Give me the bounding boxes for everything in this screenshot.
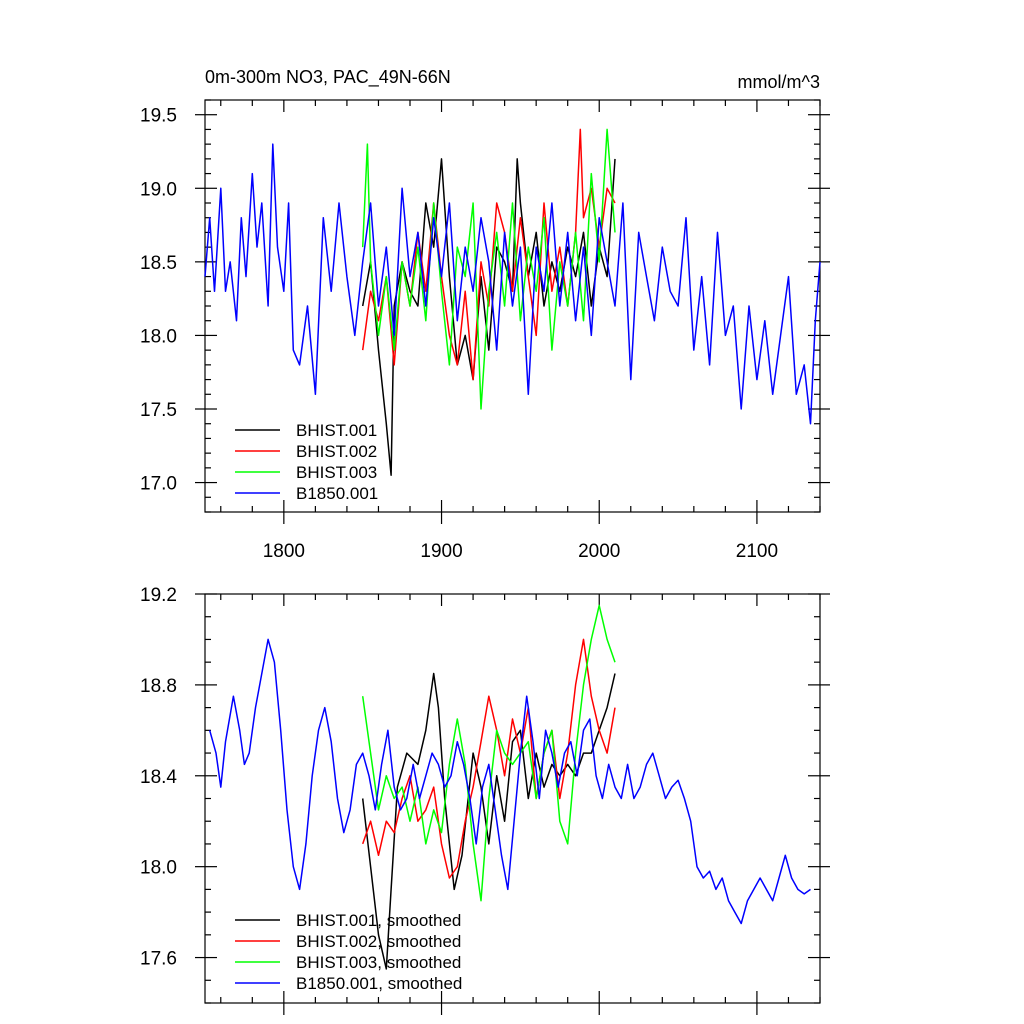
series-line [204,143,821,425]
y-tick-label: 19.0 [140,179,177,200]
legend-label: BHIST.001, smoothed [296,911,461,930]
top-plot-panel: 1800 1900 2000 2100 17.0 17.5 18.0 18.5 19.0 19.5… [140,99,830,562]
series-line [361,672,616,970]
y-tick-label: 18.8 [140,676,177,697]
y-tick-label: 19.5 [140,106,177,127]
y-tick-label: 17.6 [140,949,177,970]
y-tick-label: 18.0 [140,858,177,879]
legend-label: BHIST.001 [296,421,377,440]
chart-title: 0m-300m NO3, PAC_49N-66N [205,67,451,88]
series-line [361,604,616,902]
x-tick-label: 2100 [736,541,778,562]
x-tick-label: 1800 [263,541,305,562]
series-line [208,638,811,925]
series-line [361,638,616,879]
legend-label: BHIST.002, smoothed [296,932,461,951]
y-tick-label: 18.0 [140,326,177,347]
legend-label: B1850.001, smoothed [296,974,462,993]
legend-label: BHIST.003 [296,463,377,482]
legend-label: B1850.001 [296,484,378,503]
legend-label: BHIST.002 [296,442,377,461]
y-tick-label: 17.5 [140,400,177,421]
bottom-plot-panel: 17.6 18.0 18.4 18.8 19.2 BHIST.001, smoothed B… [140,585,830,1015]
y-tick-label: 19.2 [140,585,177,606]
legend-label: BHIST.003, smoothed [296,953,461,972]
x-tick-label: 1900 [420,541,462,562]
y-tick-label: 18.5 [140,253,177,274]
y-tick-label: 18.4 [140,767,177,788]
y-tick-label: 17.0 [140,474,177,495]
x-tick-label: 2000 [578,541,620,562]
units-label: mmol/m^3 [738,72,820,92]
